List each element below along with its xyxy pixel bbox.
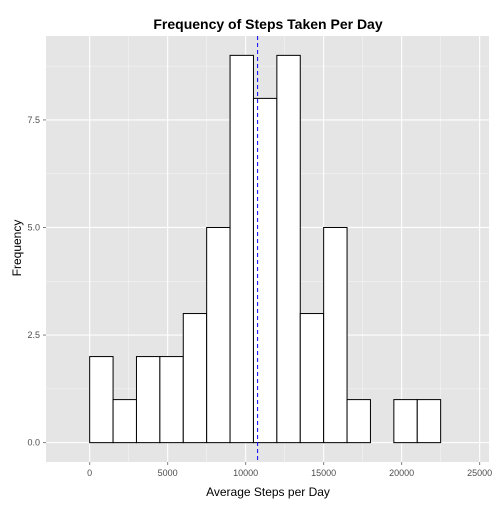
histogram-bar bbox=[112, 399, 137, 444]
histogram-bars bbox=[89, 54, 442, 444]
histogram-bar bbox=[416, 399, 442, 444]
histogram-bar bbox=[89, 356, 114, 444]
histogram-bar bbox=[206, 226, 231, 444]
x-tick-label: 5000 bbox=[158, 468, 178, 478]
y-tick-label: 7.5 bbox=[27, 115, 40, 125]
histogram-bar bbox=[276, 54, 301, 444]
histogram-bar bbox=[346, 399, 371, 444]
x-tick-label: 15000 bbox=[311, 468, 336, 478]
histogram-bar bbox=[229, 54, 254, 444]
y-tick-label: 0.0 bbox=[27, 438, 40, 448]
x-tick-label: 10000 bbox=[233, 468, 258, 478]
y-axis-label: Frequency bbox=[10, 220, 24, 277]
histogram-bar bbox=[252, 97, 278, 444]
x-tick-label: 0 bbox=[87, 468, 92, 478]
y-tick-label: 2.5 bbox=[27, 330, 40, 340]
y-tick-label: 5.0 bbox=[27, 222, 40, 232]
x-axis-label: Average Steps per Day bbox=[206, 485, 330, 499]
x-tick-label: 20000 bbox=[389, 468, 414, 478]
histogram-bar bbox=[135, 356, 161, 444]
chart-title: Frequency of Steps Taken Per Day bbox=[153, 16, 382, 32]
x-tick-label: 25000 bbox=[467, 468, 492, 478]
histogram-bar bbox=[323, 226, 348, 444]
histogram-bar bbox=[299, 313, 325, 444]
axis-ticks: 0 5000 10000 15000 20000 25000 0.0 2.5 5.0 7.5 bbox=[27, 115, 492, 478]
histogram-bar bbox=[159, 356, 184, 444]
histogram-bar bbox=[393, 399, 418, 444]
histogram-bar bbox=[182, 313, 208, 444]
